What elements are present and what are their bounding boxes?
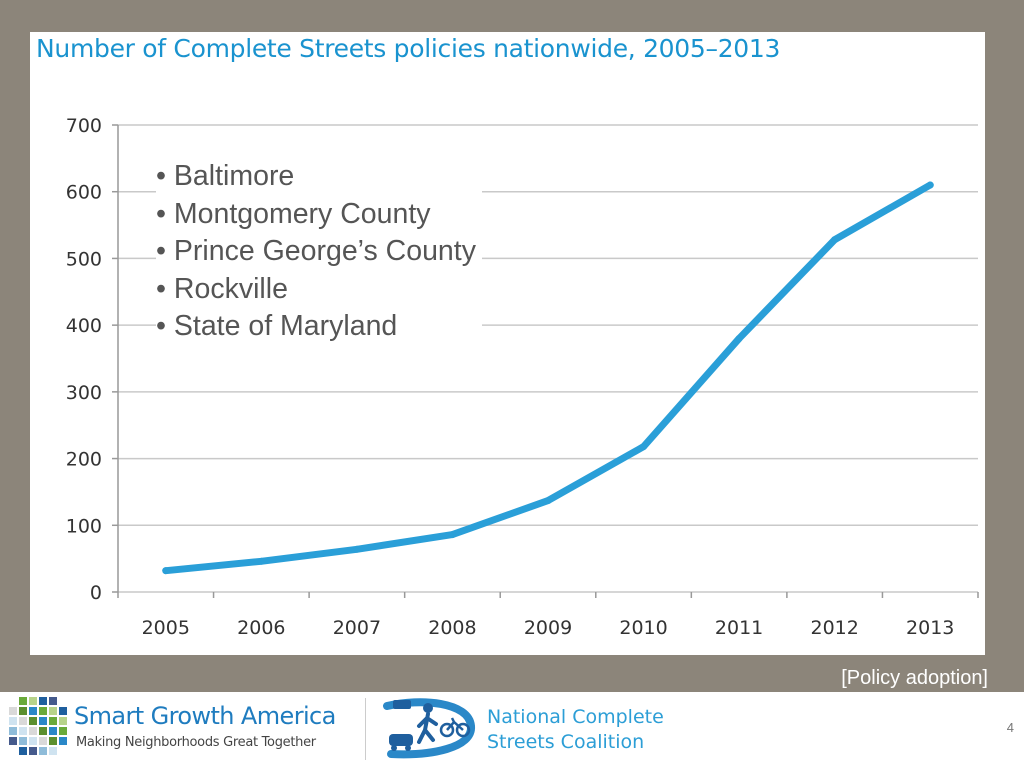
logo-tile: [19, 737, 27, 745]
logo-tile: [19, 747, 27, 755]
y-tick-label: 500: [66, 248, 102, 270]
logo-tile: [29, 717, 37, 725]
logo-tile: [59, 707, 67, 715]
data-point: [257, 557, 265, 565]
x-tick-label: 2008: [428, 617, 476, 639]
logo-tile: [9, 717, 17, 725]
ncsc-name-line2: Streets Coalition: [487, 731, 645, 753]
chart-axes: [112, 124, 979, 598]
logo-tile: [49, 697, 57, 705]
x-tick-label: 2005: [142, 617, 190, 639]
y-tick-label: 200: [66, 449, 102, 471]
logo-tile: [49, 737, 57, 745]
data-point: [353, 545, 361, 553]
logo-tile: [19, 717, 27, 725]
x-tick-label: 2011: [715, 617, 763, 639]
y-tick-label: 700: [66, 115, 102, 137]
city-list: Baltimore Montgomery County Prince Georg…: [156, 152, 482, 352]
logo-tile: [9, 727, 17, 735]
x-tick-label: 2010: [619, 617, 667, 639]
x-tick-label: 2009: [524, 617, 572, 639]
logo-tile: [9, 737, 17, 745]
logo-tile: [29, 747, 37, 755]
series-layer: [162, 181, 934, 575]
data-point: [735, 334, 743, 342]
logo-tile: [39, 727, 47, 735]
smart-growth-america-logo: [9, 697, 67, 755]
logo-tile: [49, 727, 57, 735]
ncsc-name-line1: National Complete: [487, 706, 664, 728]
y-tick-label: 400: [66, 315, 102, 337]
x-tick-label: 2007: [333, 617, 381, 639]
logo-tile: [49, 717, 57, 725]
city-item: Baltimore: [156, 158, 476, 196]
gridlines: [118, 124, 978, 593]
logo-tile: [29, 707, 37, 715]
city-item: Prince George’s County: [156, 233, 476, 271]
city-item: Montgomery County: [156, 196, 476, 234]
x-tick-label: 2012: [810, 617, 858, 639]
data-point: [831, 236, 839, 244]
data-point: [448, 531, 456, 539]
city-item: State of Maryland: [156, 308, 476, 346]
logo-tile: [19, 697, 27, 705]
logo-tile: [39, 707, 47, 715]
chart-title: Number of Complete Streets policies nati…: [36, 34, 781, 63]
logo-tile: [39, 697, 47, 705]
y-tick-label: 600: [66, 182, 102, 204]
footer-divider: [365, 698, 366, 760]
footer-bar: Smart Growth America Making Neighborhood…: [0, 692, 1024, 768]
logo-tile: [49, 707, 57, 715]
x-tick-label: 2013: [906, 617, 954, 639]
data-point: [544, 497, 552, 505]
ncsc-name: National Complete Streets Coalition: [487, 705, 687, 755]
logo-tile: [9, 707, 17, 715]
sga-name: Smart Growth America: [74, 702, 336, 730]
y-tick-label: 300: [66, 382, 102, 404]
logo-tile: [19, 727, 27, 735]
slide-panel: Number of Complete Streets policies nati…: [30, 32, 985, 655]
line-chart: 0 100 200 300 400 500 600 700 2005 2006 2007 2008 20…: [66, 115, 979, 639]
y-tick-label: 100: [66, 515, 102, 537]
logo-tile: [59, 717, 67, 725]
logo-tile: [19, 707, 27, 715]
page-number: 4: [1006, 720, 1014, 735]
logo-tile: [59, 737, 67, 745]
data-point: [162, 567, 170, 575]
logo-tile: [39, 737, 47, 745]
data-point: [640, 443, 648, 451]
sga-tagline: Making Neighborhoods Great Together: [76, 735, 316, 750]
logo-tile: [59, 727, 67, 735]
x-tick-label: 2006: [237, 617, 285, 639]
logo-tile: [29, 737, 37, 745]
city-item: Rockville: [156, 271, 476, 309]
tick-labels: 0 100 200 300 400 500 600 700 2005 2006 2007 2008 20…: [66, 115, 955, 639]
logo-tile: [39, 717, 47, 725]
y-tick-label: 0: [90, 582, 102, 604]
complete-streets-logo: [383, 698, 475, 759]
data-point: [926, 181, 934, 189]
logo-tile: [29, 727, 37, 735]
policy-adoption-note: [Policy adoption]: [841, 667, 988, 689]
logo-tile: [29, 697, 37, 705]
logo-tile: [39, 747, 47, 755]
logo-tile: [49, 747, 57, 755]
